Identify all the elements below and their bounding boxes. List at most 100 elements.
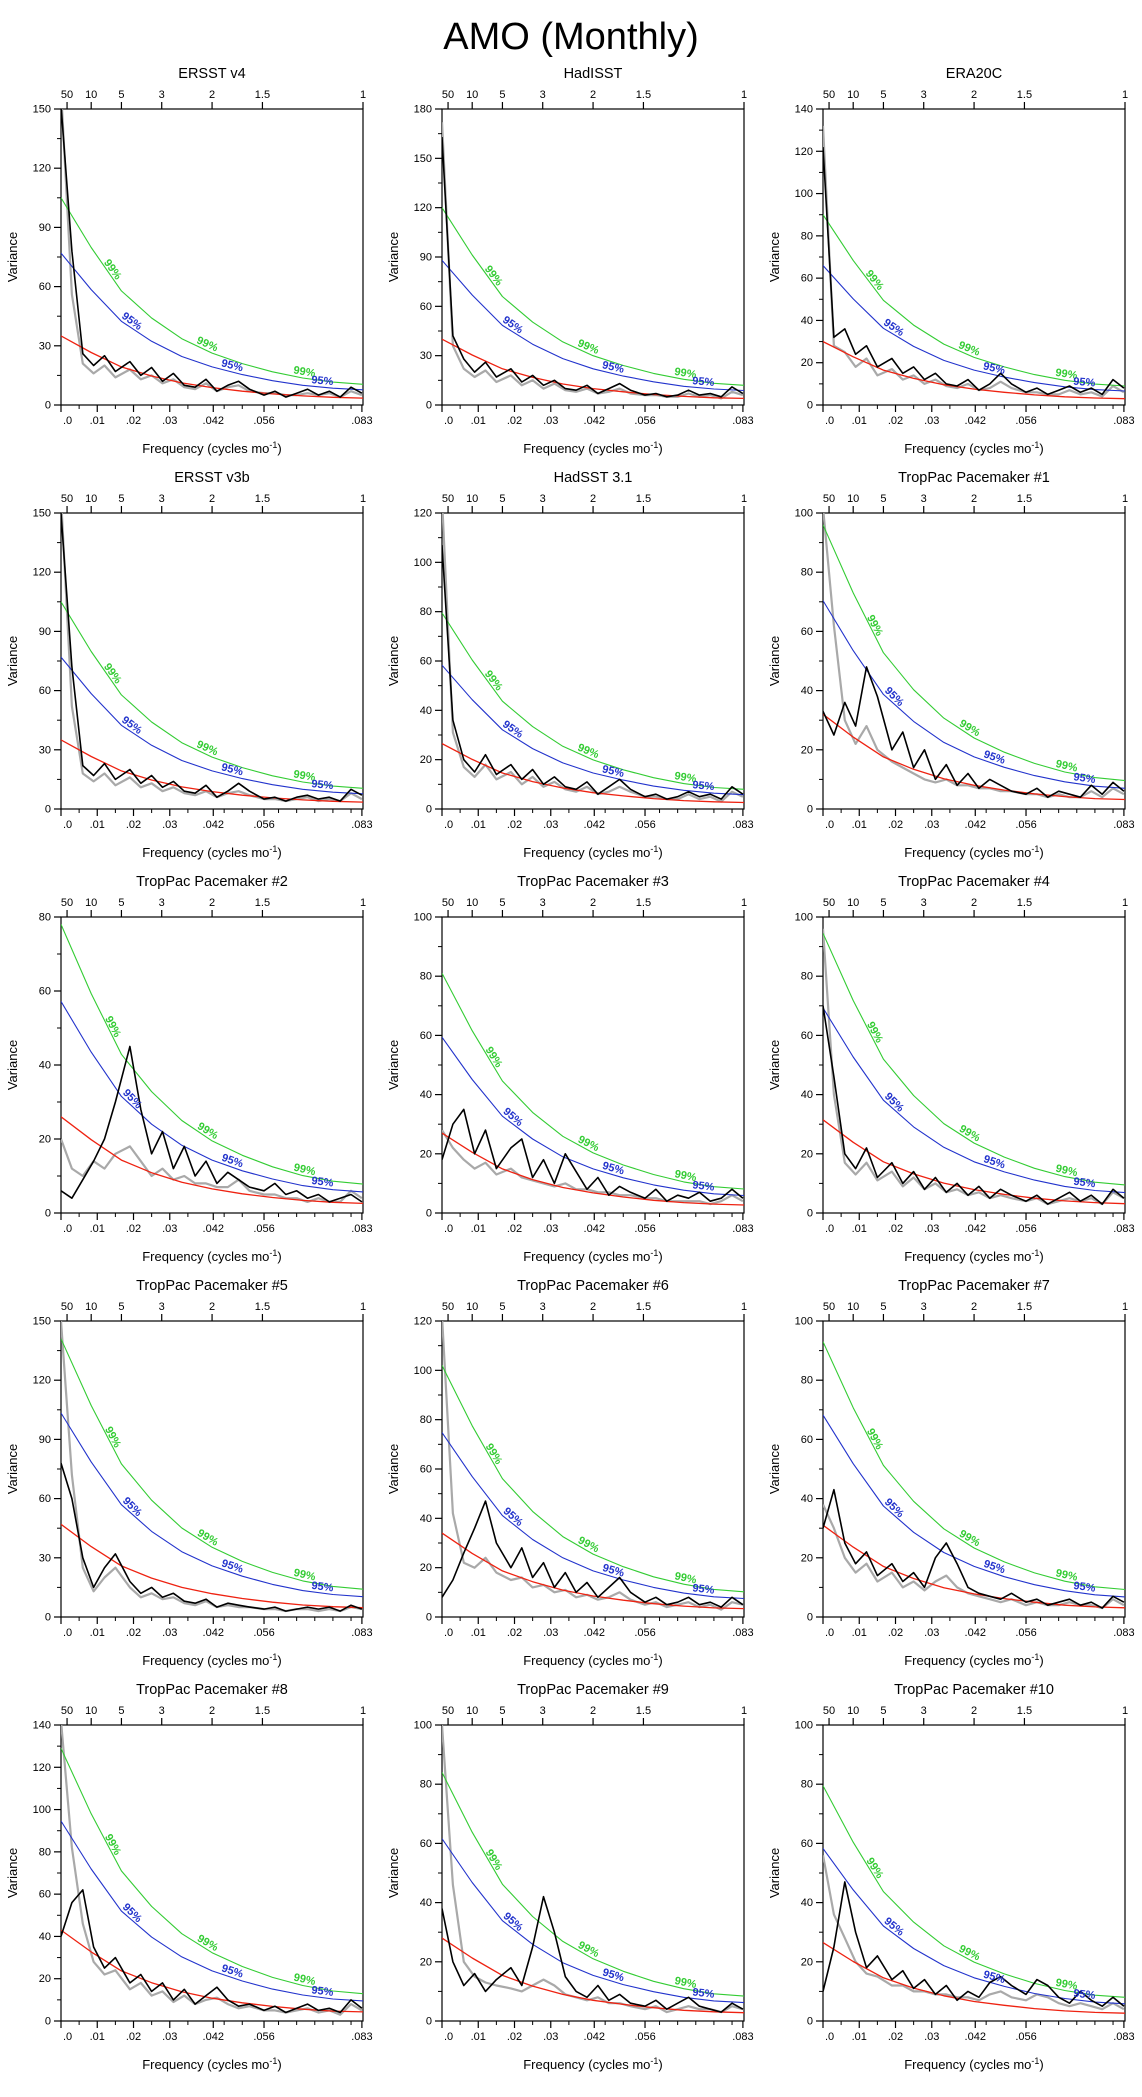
period-tick-label: 10 <box>847 493 859 505</box>
x-tick-label: .056 <box>1015 2031 1036 2043</box>
period-tick-label: 2 <box>209 89 215 101</box>
y-tick-label: 20 <box>800 1956 812 1968</box>
period-tick-label: 5 <box>499 897 505 909</box>
y-tick-label: 60 <box>420 1030 432 1042</box>
series-group <box>441 1321 744 1611</box>
y-tick-label: 40 <box>420 1513 432 1525</box>
x-tick-label: .0 <box>63 2031 72 2043</box>
period-tick-label: 5 <box>499 1301 505 1313</box>
x-tick-label: .042 <box>584 415 605 427</box>
x-tick-label: .01 <box>471 415 486 427</box>
y-tick-label: 90 <box>39 626 51 638</box>
y-tick-label: 60 <box>39 1493 51 1505</box>
period-tick-label: 3 <box>540 897 546 909</box>
y-tick-label: 150 <box>33 104 51 116</box>
period-tick-label: 5 <box>119 493 125 505</box>
x-tick-label: .042 <box>584 2031 605 2043</box>
x-tick-label: .02 <box>507 415 522 427</box>
smoothed-spectrum-line <box>441 1725 744 2014</box>
period-tick-label: 1 <box>1122 89 1128 101</box>
y-tick-label: 60 <box>800 626 812 638</box>
x-tick-label: .03 <box>543 415 558 427</box>
x-tick-label: .01 <box>90 819 105 831</box>
spectrum-line <box>441 1108 744 1203</box>
x-tick-label: .01 <box>90 415 105 427</box>
x-tick-label: .056 <box>254 1627 275 1639</box>
y-tick-label: 80 <box>800 1779 812 1791</box>
y-tick-label: 80 <box>39 1846 51 1858</box>
y-tick-label: 60 <box>420 1464 432 1476</box>
y-tick-label: 20 <box>39 1134 51 1146</box>
conf99-label: 99% <box>1054 1567 1078 1584</box>
y-tick-label: 100 <box>414 1365 432 1377</box>
x-tick-label: .0 <box>63 415 72 427</box>
y-tick-label: 0 <box>45 1612 51 1624</box>
conf99-label: 99% <box>673 1570 697 1586</box>
panel-cell: 0 20 40 60 80 100 .0 .01 .02 .03 .042 .056 .083 50 10 5… <box>381 871 762 1275</box>
x-tick-label: .0 <box>444 2031 453 2043</box>
conf95-line <box>61 656 364 795</box>
series-group <box>822 928 1125 1206</box>
y-tick-label: 60 <box>800 1030 812 1042</box>
x-tick-label: .042 <box>203 2031 224 2043</box>
x-tick-label: .03 <box>924 1627 939 1639</box>
period-tick-label: 3 <box>920 1705 926 1717</box>
x-tick-label: .03 <box>162 415 177 427</box>
y-tick-label: 150 <box>33 1316 51 1328</box>
period-tick-label: 3 <box>920 89 926 101</box>
conf99-label: 99% <box>674 1168 698 1184</box>
y-tick-label: 30 <box>39 1552 51 1564</box>
period-tick-label: 50 <box>442 1705 454 1717</box>
x-tick-label: .02 <box>888 1627 903 1639</box>
period-tick-label: 2 <box>971 493 977 505</box>
y-tick-label: 20 <box>800 744 812 756</box>
conf95-line <box>441 259 744 392</box>
period-tick-label: 1.5 <box>1016 1301 1031 1313</box>
plot-box <box>822 1724 1126 2022</box>
rednoise-line <box>441 338 744 400</box>
spectrum-line <box>822 147 1125 396</box>
period-tick-label: 10 <box>847 1301 859 1313</box>
period-tick-label: 3 <box>159 493 165 505</box>
rednoise-line <box>822 713 1125 801</box>
y-tick-label: 120 <box>33 1375 51 1387</box>
y-tick-label: 20 <box>420 1956 432 1968</box>
period-tick-label: 5 <box>119 1705 125 1717</box>
x-tick-label: .02 <box>126 819 141 831</box>
period-tick-label: 5 <box>880 897 886 909</box>
x-axis-label: Frequency (cycles mo-1) <box>143 1248 283 1264</box>
period-tick-label: 1.5 <box>255 1301 270 1313</box>
x-tick-label: .01 <box>471 819 486 831</box>
x-tick-label: .056 <box>634 415 655 427</box>
conf95-label: 95% <box>692 1582 715 1596</box>
conf99-line <box>61 197 364 385</box>
period-tick-label: 50 <box>61 89 73 101</box>
y-tick-label: 80 <box>800 971 812 983</box>
x-tick-label: .056 <box>254 415 275 427</box>
period-tick-label: 2 <box>590 897 596 909</box>
x-axis-label: Frequency (cycles mo-1) <box>143 1652 283 1668</box>
conf95-label: 95% <box>311 1175 335 1190</box>
spectrum-line <box>822 1881 1125 2008</box>
x-axis-label: Frequency (cycles mo-1) <box>904 844 1044 860</box>
y-axis-label: Variance <box>767 232 782 282</box>
period-tick-label: 1 <box>360 1301 366 1313</box>
period-tick-label: 1.5 <box>636 897 651 909</box>
conf99-line <box>441 1365 744 1593</box>
series-group <box>441 513 744 804</box>
series-group <box>61 924 364 1205</box>
x-tick-label: .042 <box>584 1627 605 1639</box>
period-tick-label: 50 <box>823 89 835 101</box>
period-tick-label: 10 <box>85 1301 97 1313</box>
conf95-label: 95% <box>1072 1176 1096 1191</box>
conf95-line <box>61 1001 364 1193</box>
smoothed-spectrum-line <box>441 1129 744 1206</box>
y-tick-label: 0 <box>426 804 432 816</box>
x-tick-label: .01 <box>851 1627 866 1639</box>
y-tick-label: 120 <box>414 1316 432 1328</box>
panel-title: TropPac Pacemaker #2 <box>136 874 288 890</box>
conf99-label: 99% <box>674 770 698 785</box>
conf99-label: 99% <box>1054 758 1078 775</box>
y-tick-label: 0 <box>807 400 813 412</box>
x-tick-label: .042 <box>584 1223 605 1235</box>
